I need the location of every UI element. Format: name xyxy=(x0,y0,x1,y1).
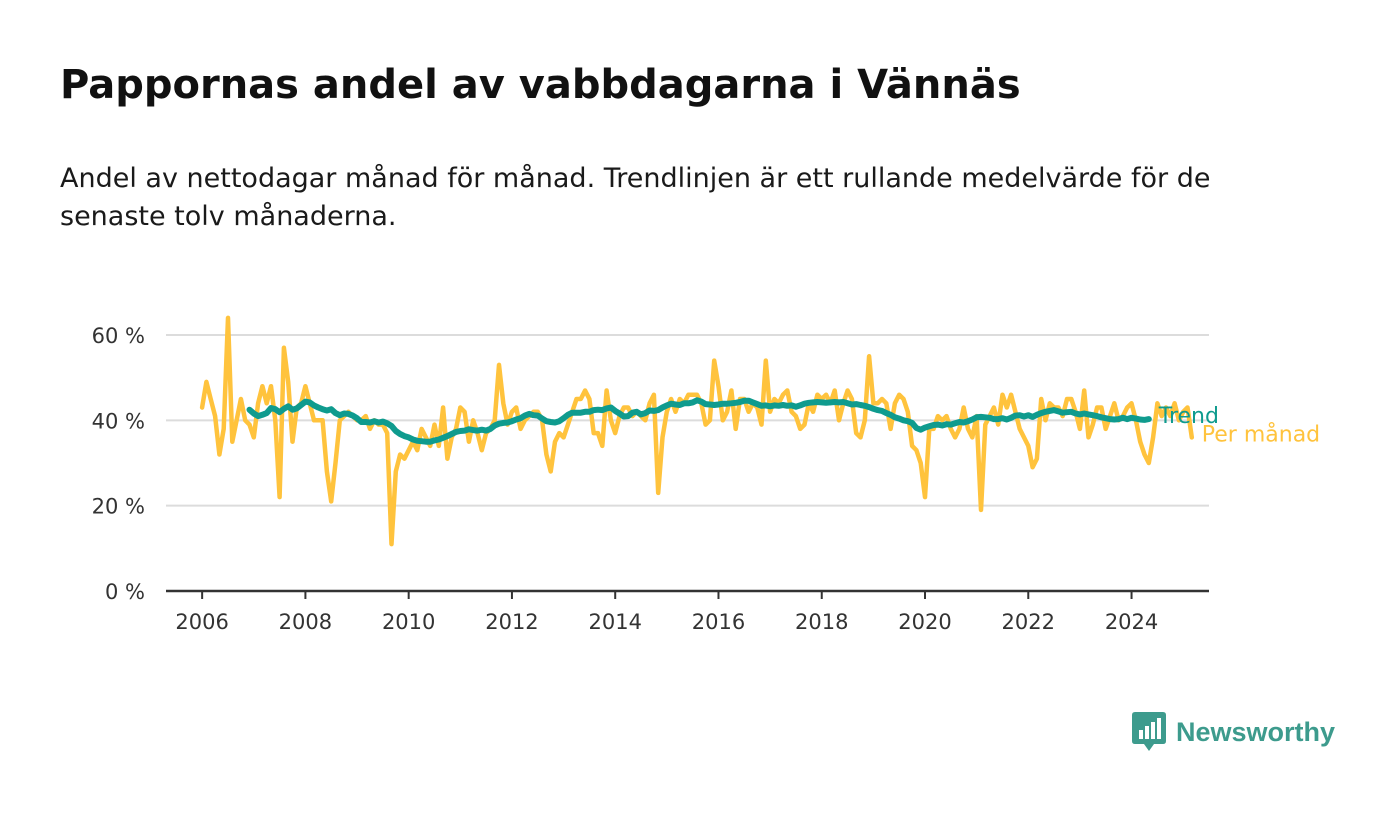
y-tick-label: 0 % xyxy=(105,580,145,604)
monthly-label: Per månad xyxy=(1202,421,1320,447)
x-tick-label: 2010 xyxy=(382,610,435,634)
bar-chart-badge-icon xyxy=(1132,712,1166,751)
x-tick-label: 2022 xyxy=(1002,610,1055,634)
chart-title: Pappornas andel av vabbdagarna i Vännäs xyxy=(60,62,1021,108)
x-tick-label: 2006 xyxy=(175,610,228,634)
x-tick-label: 2020 xyxy=(898,610,951,634)
series-lines xyxy=(199,315,1195,547)
y-tick-label: 20 % xyxy=(92,495,145,519)
x-tick-label: 2012 xyxy=(485,610,538,634)
axes: 0 % 20 % 40 % 60 % 2006 2008 2010 2012 2014 2016 2… xyxy=(92,324,1209,634)
x-tick-label: 2014 xyxy=(588,610,641,634)
newsworthy-logo: Newsworthy xyxy=(1132,712,1335,752)
monthly-line xyxy=(199,315,1195,547)
chart-subtitle: Andel av nettodagar månad för månad. Tre… xyxy=(60,163,1211,232)
y-tick-label: 40 % xyxy=(92,409,145,433)
brand-name: Newsworthy xyxy=(1176,716,1336,747)
x-tick-label: 2024 xyxy=(1105,610,1158,634)
trend-label: Trend xyxy=(1158,404,1219,429)
x-tick-label: 2018 xyxy=(795,610,848,634)
x-tick-label: 2008 xyxy=(279,610,332,634)
y-tick-label: 60 % xyxy=(92,324,145,348)
x-tick-label: 2016 xyxy=(692,610,745,634)
trend-line xyxy=(246,397,1152,445)
